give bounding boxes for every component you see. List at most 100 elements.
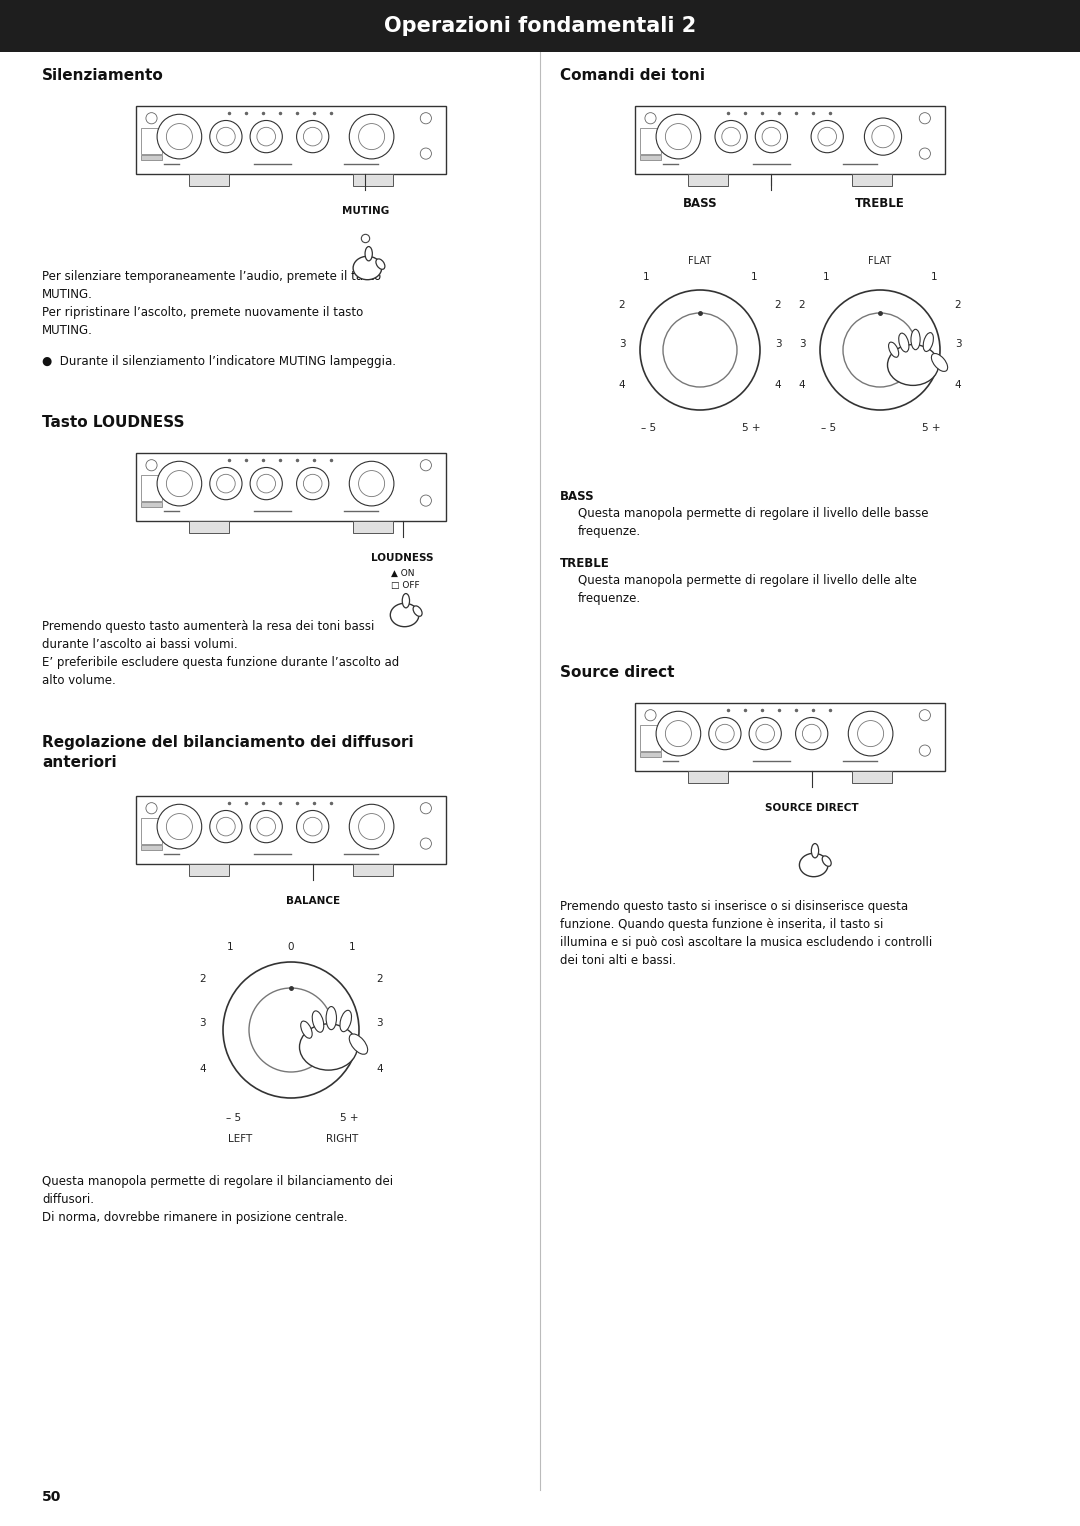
Circle shape bbox=[716, 725, 734, 743]
Circle shape bbox=[420, 459, 431, 472]
Circle shape bbox=[251, 121, 282, 153]
Bar bbox=[140, 475, 162, 501]
Bar bbox=[688, 174, 728, 186]
Bar bbox=[189, 864, 229, 876]
Circle shape bbox=[297, 121, 328, 153]
Circle shape bbox=[157, 461, 202, 507]
Bar bbox=[140, 818, 162, 844]
Circle shape bbox=[359, 470, 384, 496]
Circle shape bbox=[157, 804, 202, 848]
Circle shape bbox=[303, 475, 322, 493]
Circle shape bbox=[848, 711, 893, 755]
Ellipse shape bbox=[365, 247, 373, 261]
Circle shape bbox=[872, 125, 894, 148]
Text: 3: 3 bbox=[376, 1018, 382, 1029]
Ellipse shape bbox=[299, 1024, 357, 1070]
Circle shape bbox=[645, 710, 656, 720]
Ellipse shape bbox=[811, 844, 819, 858]
Circle shape bbox=[919, 710, 931, 720]
Text: RIGHT: RIGHT bbox=[326, 1134, 359, 1144]
Text: Questa manopola permette di regolare il bilanciamento dei
diffusori.
Di norma, d: Questa manopola permette di regolare il … bbox=[42, 1175, 393, 1224]
Text: – 5: – 5 bbox=[822, 423, 837, 433]
Ellipse shape bbox=[353, 256, 381, 279]
Text: 2: 2 bbox=[955, 301, 961, 310]
Circle shape bbox=[157, 114, 202, 159]
Ellipse shape bbox=[340, 1010, 351, 1032]
Circle shape bbox=[762, 127, 781, 146]
Ellipse shape bbox=[402, 594, 409, 607]
Text: 3: 3 bbox=[619, 339, 625, 349]
Circle shape bbox=[656, 114, 701, 159]
Circle shape bbox=[210, 467, 242, 499]
Circle shape bbox=[210, 121, 242, 153]
Text: SOURCE DIRECT: SOURCE DIRECT bbox=[765, 803, 859, 813]
Bar bbox=[136, 453, 446, 520]
Bar bbox=[852, 771, 892, 783]
Text: 2: 2 bbox=[200, 974, 206, 984]
Text: ●  Durante il silenziamento l’indicatore MUTING lampeggia.: ● Durante il silenziamento l’indicatore … bbox=[42, 356, 396, 368]
Text: 5 +: 5 + bbox=[339, 1114, 359, 1123]
Circle shape bbox=[858, 720, 883, 746]
Text: Regolazione del bilanciamento dei diffusori
anteriori: Regolazione del bilanciamento dei diffus… bbox=[42, 736, 414, 769]
Text: FLAT: FLAT bbox=[688, 256, 712, 266]
Circle shape bbox=[420, 838, 431, 848]
Ellipse shape bbox=[799, 853, 828, 877]
Ellipse shape bbox=[899, 333, 909, 353]
Circle shape bbox=[146, 113, 157, 124]
Circle shape bbox=[420, 148, 431, 159]
Text: 2: 2 bbox=[774, 301, 781, 310]
Circle shape bbox=[146, 803, 157, 813]
Text: – 5: – 5 bbox=[226, 1114, 241, 1123]
Circle shape bbox=[715, 121, 747, 153]
Bar bbox=[140, 502, 162, 508]
Text: 1: 1 bbox=[227, 942, 233, 952]
Bar bbox=[140, 845, 162, 850]
Ellipse shape bbox=[910, 330, 920, 349]
Bar bbox=[353, 864, 393, 876]
Text: 1: 1 bbox=[751, 272, 757, 282]
Circle shape bbox=[251, 810, 282, 842]
Circle shape bbox=[843, 313, 917, 388]
Circle shape bbox=[919, 113, 931, 124]
Circle shape bbox=[257, 818, 275, 836]
Text: 2: 2 bbox=[376, 974, 382, 984]
Bar bbox=[140, 156, 162, 160]
Circle shape bbox=[359, 124, 384, 150]
Text: – 5: – 5 bbox=[642, 423, 657, 433]
Circle shape bbox=[919, 148, 931, 159]
Text: Per silenziare temporaneamente l’audio, premete il tasto
MUTING.
Per ripristinar: Per silenziare temporaneamente l’audio, … bbox=[42, 270, 381, 337]
Circle shape bbox=[166, 124, 192, 150]
Ellipse shape bbox=[889, 342, 899, 357]
Circle shape bbox=[217, 127, 235, 146]
Ellipse shape bbox=[923, 333, 933, 351]
Text: Operazioni fondamentali 2: Operazioni fondamentali 2 bbox=[383, 15, 697, 37]
Circle shape bbox=[166, 813, 192, 839]
Text: TREBLE: TREBLE bbox=[561, 557, 610, 571]
Text: 3: 3 bbox=[200, 1018, 206, 1029]
Circle shape bbox=[222, 961, 359, 1099]
Circle shape bbox=[257, 127, 275, 146]
Text: BASS: BASS bbox=[683, 197, 717, 211]
Circle shape bbox=[303, 818, 322, 836]
Text: 4: 4 bbox=[955, 380, 961, 389]
Text: Premendo questo tasto si inserisce o si disinserisce questa
funzione. Quando que: Premendo questo tasto si inserisce o si … bbox=[561, 900, 932, 967]
Text: 0: 0 bbox=[287, 942, 294, 952]
Circle shape bbox=[166, 470, 192, 496]
Text: 1: 1 bbox=[349, 942, 355, 952]
Bar bbox=[0, 0, 1080, 52]
Text: LEFT: LEFT bbox=[228, 1134, 252, 1144]
Text: Questa manopola permette di regolare il livello delle basse
frequenze.: Questa manopola permette di regolare il … bbox=[578, 507, 929, 539]
Text: Silenziamento: Silenziamento bbox=[42, 69, 164, 82]
Ellipse shape bbox=[349, 1035, 367, 1054]
Text: Source direct: Source direct bbox=[561, 665, 675, 681]
Text: BALANCE: BALANCE bbox=[285, 896, 340, 906]
Text: 1: 1 bbox=[643, 272, 649, 282]
Circle shape bbox=[811, 121, 843, 153]
Circle shape bbox=[249, 987, 333, 1071]
Circle shape bbox=[297, 810, 328, 842]
Ellipse shape bbox=[414, 606, 422, 617]
Circle shape bbox=[251, 467, 282, 499]
Circle shape bbox=[919, 745, 931, 757]
Ellipse shape bbox=[376, 259, 384, 269]
Text: 1: 1 bbox=[931, 272, 937, 282]
